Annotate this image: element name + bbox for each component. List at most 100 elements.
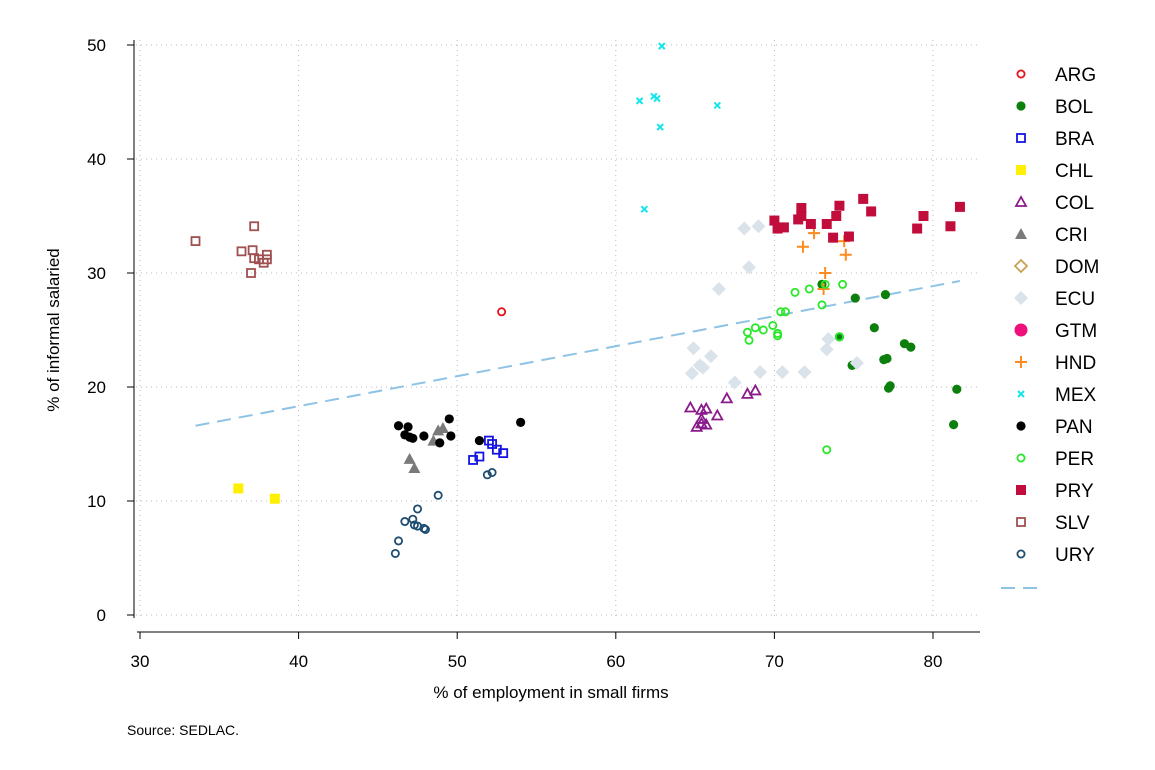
- data-point: [796, 211, 807, 221]
- data-point: [516, 417, 526, 427]
- data-point: [834, 200, 845, 211]
- x-tick-label: 50: [448, 652, 467, 671]
- data-point: [839, 248, 852, 261]
- y-tick-label: 50: [87, 36, 106, 55]
- data-point: [796, 240, 809, 253]
- y-tick-label: 0: [97, 606, 106, 625]
- legend-marker-per: [1016, 453, 1026, 463]
- data-point: [781, 307, 791, 317]
- data-point: [656, 123, 664, 131]
- data-point: [769, 215, 780, 226]
- legend-label: CRI: [1055, 225, 1088, 246]
- data-point: [775, 365, 790, 380]
- data-point: [683, 400, 697, 413]
- data-point: [482, 470, 492, 480]
- data-point: [487, 467, 497, 477]
- legend-label: PRY: [1055, 481, 1094, 502]
- series-ecu: [684, 219, 864, 390]
- data-point: [918, 211, 929, 221]
- data-point: [912, 223, 923, 234]
- data-point: [742, 260, 757, 275]
- x-tick-label: 30: [131, 652, 150, 671]
- legend-marker-pry: [1016, 485, 1026, 495]
- y-tick-label: 20: [87, 378, 106, 397]
- data-point: [737, 221, 752, 236]
- legend-label: BOL: [1055, 97, 1093, 118]
- data-point: [820, 279, 830, 289]
- legend-label: SLV: [1055, 513, 1090, 534]
- legend-marker-cri: [1015, 228, 1027, 239]
- data-point: [433, 490, 443, 500]
- data-point: [446, 431, 456, 441]
- data-point: [444, 414, 454, 424]
- data-point: [805, 218, 816, 229]
- legend-marker-bra: [1016, 133, 1026, 143]
- legend-marker-mex: [1017, 390, 1025, 398]
- legend-label: ARG: [1055, 65, 1096, 86]
- data-point: [753, 365, 768, 380]
- data-point: [699, 417, 713, 430]
- data-point: [880, 290, 891, 300]
- data-point: [819, 342, 834, 357]
- data-point: [831, 211, 842, 221]
- data-point: [883, 383, 894, 393]
- series-pan: [393, 414, 526, 448]
- data-point: [640, 205, 649, 213]
- data-point: [748, 383, 762, 396]
- data-point: [778, 222, 789, 233]
- data-point: [246, 268, 256, 278]
- data-point: [773, 331, 783, 341]
- legend-marker-slv: [1016, 517, 1026, 527]
- data-point: [408, 433, 418, 443]
- y-tick-label: 10: [87, 492, 106, 511]
- data-point: [822, 445, 832, 455]
- data-point: [819, 267, 832, 279]
- x-axis-title: % of employment in small firms: [433, 683, 668, 702]
- data-point: [744, 335, 754, 345]
- data-point: [684, 366, 699, 381]
- data-point: [879, 355, 889, 365]
- data-point: [808, 227, 821, 240]
- data-points: [190, 42, 965, 558]
- data-point: [710, 408, 724, 421]
- legend-label: ECU: [1055, 289, 1095, 310]
- data-point: [394, 536, 404, 546]
- data-point: [720, 391, 734, 404]
- legend-label: MEX: [1055, 385, 1097, 406]
- data-point: [821, 218, 832, 229]
- data-point: [776, 307, 786, 317]
- legend-label: BRA: [1055, 129, 1094, 150]
- data-point: [949, 420, 959, 430]
- data-point: [834, 332, 844, 342]
- data-point: [498, 448, 509, 459]
- series-col: [683, 383, 762, 432]
- legend-marker-bol: [1016, 101, 1026, 111]
- data-point: [843, 231, 854, 242]
- grid-lines: [136, 40, 980, 620]
- axes: 0 10 20 30 40 50 30 40 50 60 70 80: [87, 36, 980, 671]
- data-point: [686, 341, 701, 356]
- legend-label: HND: [1055, 353, 1096, 374]
- data-point: [869, 323, 879, 333]
- legend-label: URY: [1055, 545, 1095, 566]
- fitted-line: [195, 279, 961, 427]
- data-point: [740, 386, 754, 399]
- data-point: [419, 431, 429, 441]
- data-point: [690, 420, 704, 432]
- data-point: [408, 514, 418, 524]
- legend-label: PER: [1055, 449, 1094, 470]
- data-point: [420, 525, 430, 535]
- data-point: [400, 517, 410, 527]
- data-point: [653, 94, 661, 103]
- series-slv: [190, 221, 272, 278]
- data-point: [858, 193, 869, 204]
- legend-marker-pan: [1016, 421, 1026, 431]
- legend-marker-chl: [1016, 165, 1026, 175]
- data-point: [696, 360, 711, 375]
- data-point: [249, 221, 260, 232]
- data-point: [233, 483, 244, 494]
- data-point: [796, 203, 807, 214]
- data-point: [711, 281, 726, 296]
- legend-marker-ecu: [1014, 291, 1028, 305]
- data-point: [945, 221, 956, 232]
